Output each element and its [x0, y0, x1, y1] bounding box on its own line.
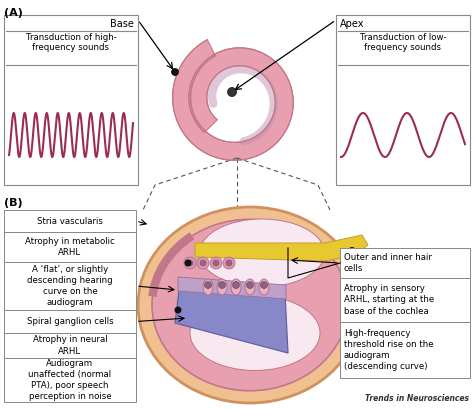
- Bar: [4, 333, 136, 358]
- Bar: [4, 15, 138, 185]
- Circle shape: [213, 260, 219, 266]
- Circle shape: [233, 281, 239, 288]
- Text: Transduction of high-
frequency sounds: Transduction of high- frequency sounds: [26, 33, 117, 52]
- Text: Transduction of low-
frequency sounds: Transduction of low- frequency sounds: [360, 33, 447, 52]
- Circle shape: [187, 260, 193, 266]
- Circle shape: [184, 259, 191, 267]
- Circle shape: [226, 260, 232, 266]
- Bar: [4, 358, 136, 402]
- Ellipse shape: [138, 207, 362, 403]
- Ellipse shape: [200, 219, 325, 287]
- Circle shape: [200, 260, 206, 266]
- Text: Atrophy in neural
ARHL: Atrophy in neural ARHL: [33, 335, 107, 355]
- Circle shape: [261, 281, 267, 288]
- Text: Spiral ganglion cells: Spiral ganglion cells: [27, 317, 113, 326]
- Text: High-frequency
threshold rise on the
audiogram
(descending curve): High-frequency threshold rise on the aud…: [344, 329, 434, 371]
- Circle shape: [184, 257, 196, 269]
- Circle shape: [174, 306, 182, 314]
- Circle shape: [246, 281, 254, 288]
- Polygon shape: [178, 277, 286, 299]
- Bar: [4, 210, 136, 232]
- Circle shape: [204, 281, 211, 288]
- Ellipse shape: [203, 279, 213, 295]
- Text: Stria vascularis: Stria vascularis: [37, 216, 103, 225]
- Text: Atrophy in metabolic
ARHL: Atrophy in metabolic ARHL: [25, 237, 115, 257]
- Ellipse shape: [152, 219, 348, 391]
- Circle shape: [172, 68, 179, 76]
- Text: Atrophy in sensory
ARHL, starting at the
base of the cochlea: Atrophy in sensory ARHL, starting at the…: [344, 284, 434, 316]
- Bar: [4, 232, 136, 262]
- Ellipse shape: [190, 295, 320, 371]
- Circle shape: [348, 247, 356, 255]
- Text: Audiogram
unaffected (normal
PTA), poor speech
perception in noise: Audiogram unaffected (normal PTA), poor …: [28, 359, 111, 401]
- Ellipse shape: [231, 279, 241, 295]
- Polygon shape: [175, 283, 288, 353]
- Text: (A): (A): [4, 8, 23, 18]
- Bar: [340, 278, 470, 322]
- Ellipse shape: [217, 279, 227, 295]
- Text: A ‘flat’, or slightly
descending hearing
curve on the
audiogram: A ‘flat’, or slightly descending hearing…: [27, 265, 113, 307]
- Circle shape: [228, 88, 237, 97]
- Bar: [340, 248, 470, 278]
- Ellipse shape: [245, 279, 255, 295]
- Bar: [4, 262, 136, 310]
- Bar: [336, 15, 470, 185]
- Circle shape: [223, 257, 235, 269]
- Polygon shape: [173, 40, 293, 160]
- Text: Trends in Neurosciences: Trends in Neurosciences: [365, 394, 469, 403]
- Text: Outer and inner hair
cells: Outer and inner hair cells: [344, 253, 432, 273]
- Circle shape: [210, 257, 222, 269]
- Text: Base: Base: [110, 19, 134, 29]
- Bar: [4, 310, 136, 333]
- Polygon shape: [195, 235, 368, 261]
- Bar: [340, 322, 470, 378]
- Text: (B): (B): [4, 198, 23, 208]
- Circle shape: [219, 281, 226, 288]
- Text: Apex: Apex: [340, 19, 365, 29]
- Circle shape: [197, 257, 209, 269]
- Ellipse shape: [259, 279, 269, 295]
